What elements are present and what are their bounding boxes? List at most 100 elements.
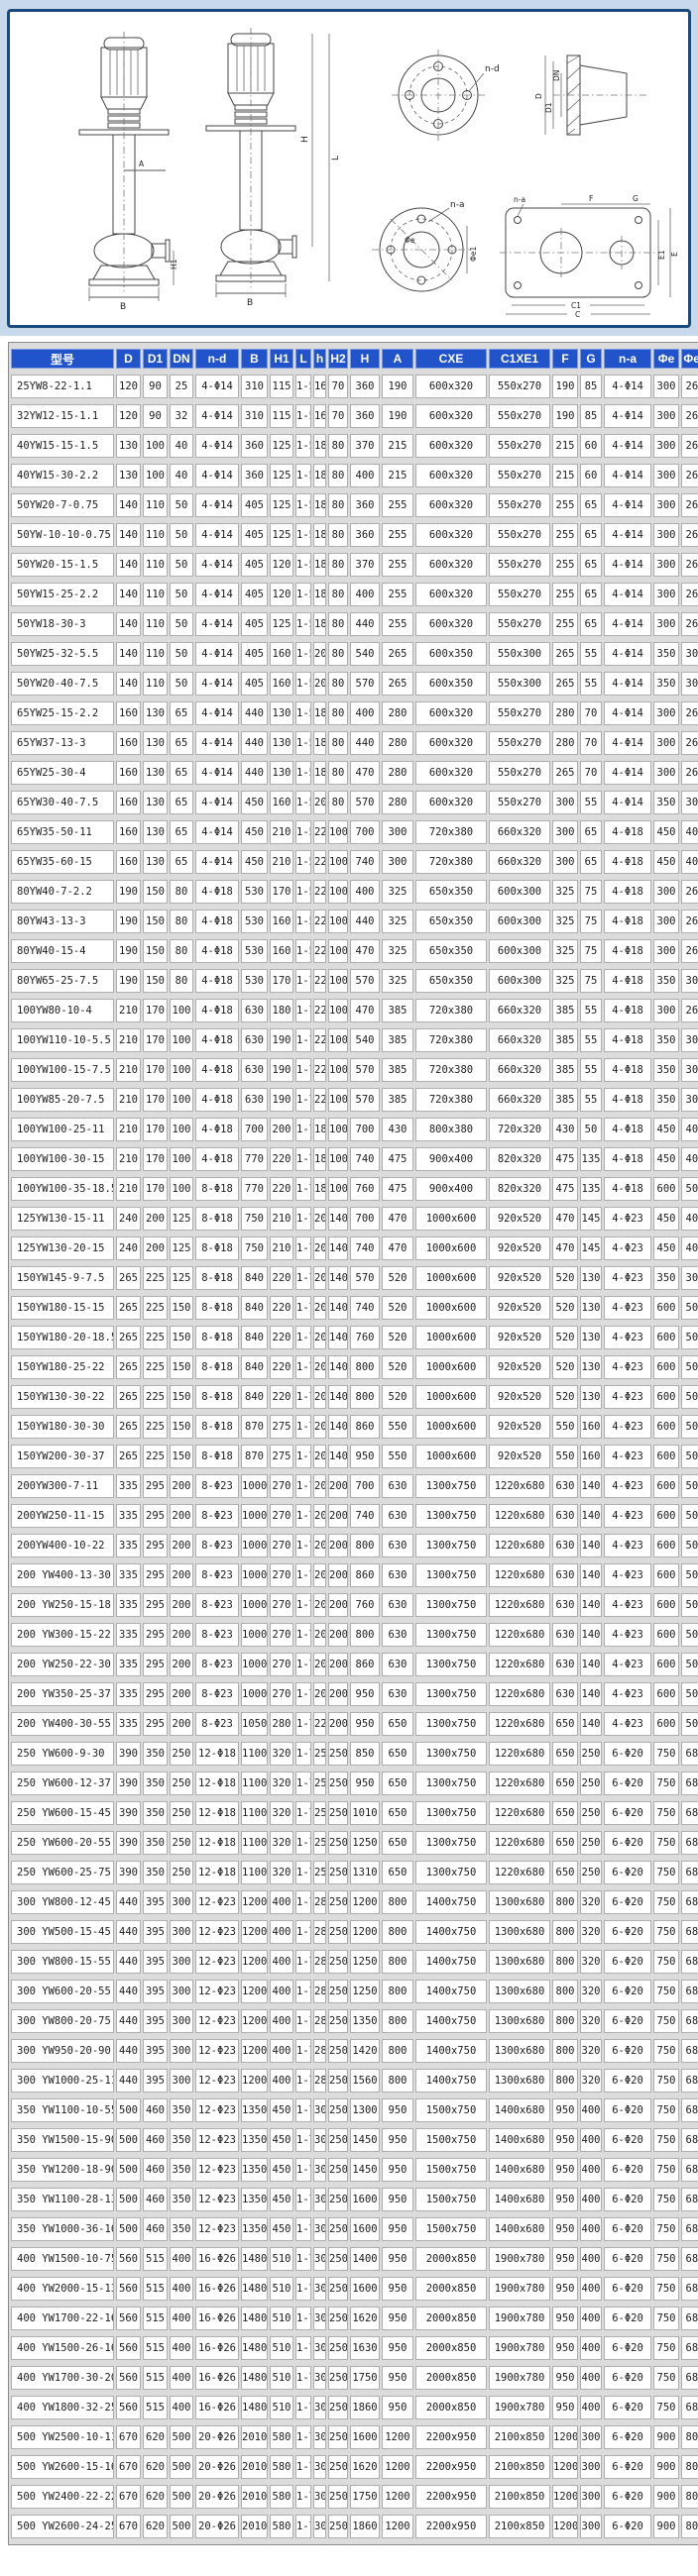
value-cell: 670: [116, 2455, 141, 2479]
value-cell: 6-Φ20: [604, 2069, 651, 2093]
value-cell: 600x320: [415, 523, 487, 547]
value-cell: 360: [241, 464, 268, 487]
dim-label-n-a-2: n-a: [514, 195, 525, 204]
value-cell: 500: [116, 2128, 141, 2152]
value-cell: 1220x680: [489, 1682, 550, 1706]
value-cell: 390: [116, 1831, 141, 1855]
value-cell: 55: [580, 1058, 602, 1082]
value-cell: 6-Φ20: [604, 2485, 651, 2509]
value-cell: 75: [580, 939, 602, 963]
value-cell: 400: [681, 820, 698, 844]
value-cell: 6-Φ20: [604, 1861, 651, 1884]
value-cell: 500: [681, 1474, 698, 1498]
value-cell: 200: [170, 1563, 193, 1587]
value-cell: 20: [313, 1593, 326, 1617]
value-cell: 4-Φ14: [195, 404, 239, 428]
value-cell: 760: [350, 1593, 380, 1617]
value-cell: 265: [681, 999, 698, 1022]
value-cell: 405: [241, 642, 268, 666]
value-cell: 400: [270, 2009, 293, 2033]
value-cell: 20: [313, 1563, 326, 1587]
value-cell: 215: [382, 434, 413, 458]
value-cell: 1-7: [295, 2217, 311, 2241]
value-cell: 950: [552, 2366, 578, 2390]
value-cell: 55: [580, 999, 602, 1022]
table-row: 200 YW400-30-553352952008-Φ2310502801-72…: [11, 1712, 698, 1736]
value-cell: 600: [653, 1415, 679, 1439]
value-cell: 1-7: [295, 1831, 311, 1855]
value-cell: 4-Φ18: [604, 910, 651, 933]
value-cell: 680: [681, 1861, 698, 1884]
value-cell: 16: [313, 404, 326, 428]
value-cell: 1-7: [295, 2425, 311, 2449]
value-cell: 1-7: [295, 2277, 311, 2301]
value-cell: 50: [170, 493, 193, 517]
value-cell: 190: [116, 939, 141, 963]
value-cell: 680: [681, 1980, 698, 2003]
value-cell: 1200: [382, 2455, 413, 2479]
dim-label-A: A: [139, 160, 145, 168]
value-cell: 8-Φ23: [195, 1563, 239, 1587]
value-cell: 400: [681, 850, 698, 874]
value-cell: 280: [270, 1712, 293, 1736]
value-cell: 200: [170, 1653, 193, 1676]
value-cell: 950: [350, 1712, 380, 1736]
value-cell: 700: [350, 1474, 380, 1498]
value-cell: 630: [241, 999, 268, 1022]
value-cell: 225: [143, 1266, 168, 1290]
table-row: 250 YW600-25-7539035025012-Φ1811003201-7…: [11, 1861, 698, 1884]
value-cell: 4-Φ14: [604, 701, 651, 725]
value-cell: 390: [116, 1861, 141, 1884]
value-cell: 1200: [241, 2009, 268, 2033]
model-cell: 80YW40-7-2.2: [11, 880, 114, 904]
value-cell: 300: [170, 2039, 193, 2063]
value-cell: 840: [241, 1266, 268, 1290]
table-row: 350 YW1200-18-90 500 460 350 12-Φ23 1350 450 1-…: [11, 2158, 698, 2182]
value-cell: 12-Φ23: [195, 2069, 239, 2093]
value-cell: 515: [143, 2396, 168, 2419]
value-cell: 950: [382, 2277, 413, 2301]
value-cell: 1220x680: [489, 1504, 550, 1528]
table-row: 50YW20-40-7.5140110504-Φ144051601-520805…: [11, 672, 698, 696]
value-cell: 140: [580, 1623, 602, 1647]
value-cell: 4-Φ18: [195, 1118, 239, 1141]
value-cell: 1900x780: [489, 2366, 550, 2390]
value-cell: 65: [580, 493, 602, 517]
value-cell: 500: [681, 1712, 698, 1736]
value-cell: 1-5: [295, 404, 311, 428]
table-row: 200 YW250-15-18.5 335 295 200 8-Φ23 1000 270 1-…: [11, 1593, 698, 1617]
value-cell: 65: [580, 612, 602, 636]
value-cell: 1200: [382, 2515, 413, 2538]
value-cell: 620: [143, 2515, 168, 2538]
value-cell: 300: [170, 1980, 193, 2003]
model-cell: 65YW30-40-7.5: [11, 791, 114, 814]
value-cell: 8-Φ18: [195, 1207, 239, 1231]
value-cell: 395: [143, 2069, 168, 2093]
value-cell: 600x320: [415, 583, 487, 606]
value-cell: 125: [270, 493, 293, 517]
value-cell: 1-7: [295, 1415, 311, 1439]
value-cell: 20: [313, 1445, 326, 1468]
value-cell: 20: [313, 1326, 326, 1349]
value-cell: 770: [241, 1177, 268, 1201]
value-cell: 100: [170, 1088, 193, 1112]
value-cell: 115: [270, 404, 293, 428]
value-cell: 475: [382, 1147, 413, 1171]
value-cell: 80: [328, 553, 348, 577]
table-row: 50YW20-7-0.75140110504-Φ144051251-518803…: [11, 493, 698, 517]
value-cell: 4-Φ14: [604, 553, 651, 577]
value-cell: 405: [241, 493, 268, 517]
value-cell: 1200: [241, 2039, 268, 2063]
value-cell: 600: [653, 1504, 679, 1528]
value-cell: 1220x680: [489, 1563, 550, 1587]
value-cell: 630: [552, 1682, 578, 1706]
value-cell: 6-Φ20: [604, 2009, 651, 2033]
model-cell: 100YW100-30-15: [11, 1147, 114, 1171]
value-cell: 20: [313, 1355, 326, 1379]
table-row: 65YW30-40-7.5160130654-Φ144501601-520805…: [11, 791, 698, 814]
value-cell: 325: [552, 969, 578, 993]
value-cell: 1300x750: [415, 1771, 487, 1795]
value-cell: 1500x750: [415, 2128, 487, 2152]
value-cell: 1-5: [295, 464, 311, 487]
value-cell: 1-7: [295, 2098, 311, 2122]
